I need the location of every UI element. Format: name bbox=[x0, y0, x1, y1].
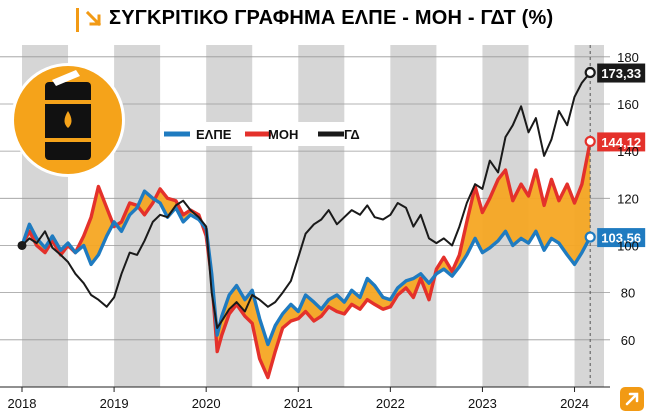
x-tick-label-2021: 2021 bbox=[284, 396, 313, 411]
legend-swatch-moh bbox=[245, 131, 271, 137]
end-label-box-elpe bbox=[597, 228, 646, 248]
x-tick-label-2022: 2022 bbox=[376, 396, 405, 411]
title-bar: ΣΥΓΚΡΙΤΙΚΟ ΓΡΑΦΗΜΑ ΕΛΠΕ - ΜΟΗ - ΓΔΤ (%) bbox=[0, 0, 650, 38]
x-tick-label-2019: 2019 bbox=[100, 396, 129, 411]
series-line-elpe bbox=[20, 189, 592, 347]
title-accent-bar bbox=[76, 8, 79, 32]
end-point-gd bbox=[584, 66, 596, 79]
legend-label-moh: ΜΟΗ bbox=[268, 127, 298, 142]
y-tick-label-180: 180 bbox=[617, 50, 639, 65]
y-tick-label-140: 140 bbox=[617, 144, 639, 159]
end-label-box-moh bbox=[597, 132, 646, 152]
chart-title: ΣΥΓΚΡΙΤΙΚΟ ΓΡΑΦΗΜΑ ΕΛΠΕ - ΜΟΗ - ΓΔΤ (%) bbox=[109, 7, 554, 29]
end-point-elpe bbox=[584, 231, 596, 243]
y-tick-label-120: 120 bbox=[617, 191, 639, 206]
arrow-down-right-icon bbox=[84, 9, 104, 29]
end-label-box-gd bbox=[597, 63, 646, 83]
legend-swatch-gd bbox=[318, 131, 344, 137]
y-tick-label-60: 60 bbox=[621, 333, 635, 348]
comparison-line-chart: 173,33 144,12 103,56 60 80 100 120 140 160 180 201… bbox=[0, 45, 646, 411]
y-tick-label-80: 80 bbox=[621, 286, 635, 301]
start-point bbox=[17, 240, 27, 250]
end-point-moh bbox=[584, 135, 596, 148]
x-tick-label-2018: 2018 bbox=[8, 396, 37, 411]
y-tick-label-100: 100 bbox=[617, 238, 639, 253]
year-band-2 bbox=[206, 45, 253, 387]
year-band-3 bbox=[298, 45, 345, 387]
legend-label-elpe: ΕΛΠΕ bbox=[196, 127, 232, 142]
elpe-moh-fill-area bbox=[22, 141, 591, 378]
x-tick-label-2024: 2024 bbox=[560, 396, 589, 411]
x-tick-label-2023: 2023 bbox=[468, 396, 497, 411]
legend-label-gd: ΓΔ bbox=[344, 127, 360, 142]
legend-swatch-elpe bbox=[164, 131, 190, 137]
y-tick-label-160: 160 bbox=[617, 97, 639, 112]
x-tick-label-2020: 2020 bbox=[192, 396, 221, 411]
year-band-4 bbox=[390, 45, 437, 387]
end-label-gd: 173,33 bbox=[601, 66, 641, 81]
oil-barrel-icon bbox=[11, 63, 125, 177]
end-label-moh: 144,12 bbox=[601, 135, 641, 150]
arrow-up-right-icon[interactable] bbox=[619, 386, 645, 412]
series-line-gd bbox=[21, 71, 591, 329]
end-label-elpe: 103,56 bbox=[601, 231, 641, 246]
year-band-1 bbox=[114, 45, 161, 387]
